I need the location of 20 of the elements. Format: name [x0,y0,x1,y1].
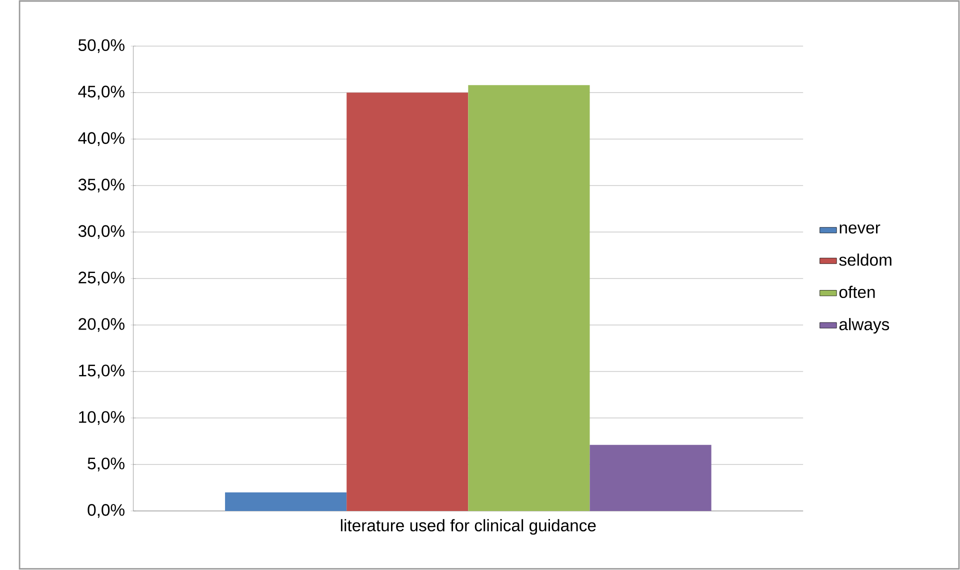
x-tick-label: literature used for clinical guidance [340,519,596,535]
y-tick-label: 40,0% [78,132,124,146]
legend-label: often [839,286,875,298]
y-tick-label: 50,0% [78,39,124,54]
legend-label: seldom [839,254,892,266]
bar [346,92,468,512]
y-tick-label: 10,0% [79,411,124,425]
y-tick-label: 15,0% [79,364,124,378]
bar [468,85,590,512]
y-tick-label: 35,0% [78,178,124,193]
y-tick-label: 5,0% [88,458,124,472]
legend-label: always [839,318,890,334]
y-tick-label: 25,0% [78,272,124,286]
legend-label: never [840,224,880,234]
bar [590,445,712,512]
y-tick-label: 0,0% [88,504,124,518]
y-tick-label: 45,0% [78,86,124,100]
y-tick-label: 20,0% [78,318,124,332]
bar [225,492,347,512]
y-tick-label: 30,0% [78,225,124,240]
